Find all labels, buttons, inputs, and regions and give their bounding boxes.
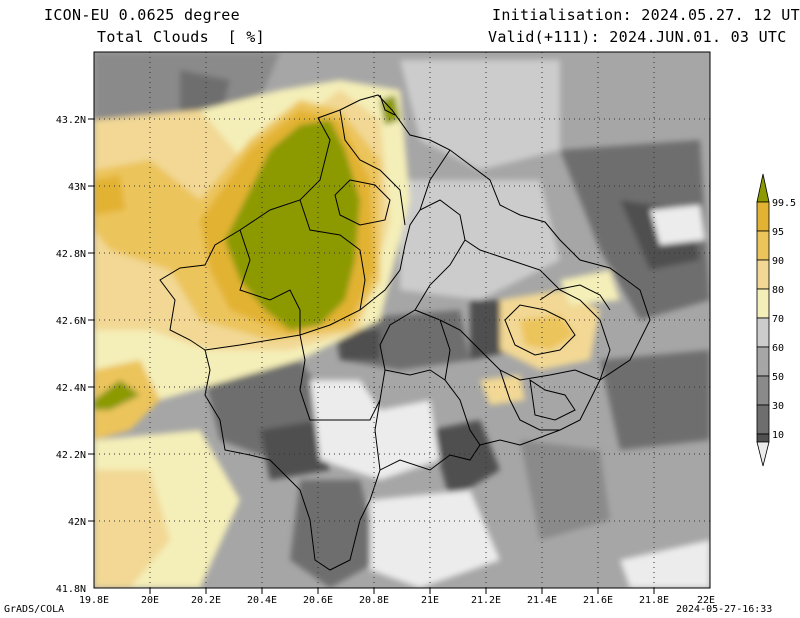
colorbar-label: 50 <box>772 372 784 383</box>
lon-tick-label: 20.6E <box>303 595 333 606</box>
lon-tick-label: 20.4E <box>247 595 277 606</box>
lon-tick-label: 19.8E <box>79 595 109 606</box>
colorbar-label: 70 <box>772 314 784 325</box>
lon-tick-label: 22E <box>697 595 715 606</box>
colorbar-label: 30 <box>772 401 784 412</box>
colorbar-label: 95 <box>772 227 784 238</box>
lat-tick-label: 42.4N <box>56 383 86 394</box>
colorbar-label: 60 <box>772 343 784 354</box>
colorbar-label: 99.5 <box>772 198 796 209</box>
lon-axis: 19.8E 20E 20.2E 20.4E 20.6E 20.8E 21E 21… <box>79 588 715 606</box>
lon-tick-label: 21.8E <box>639 595 669 606</box>
colorbar-bottom-triangle <box>756 441 770 467</box>
borders <box>159 94 651 571</box>
colorbar-cell <box>756 404 770 435</box>
colorbar-label: 80 <box>772 285 784 296</box>
lat-tick-label: 43N <box>68 182 86 193</box>
lon-tick-label: 20E <box>141 595 159 606</box>
colorbar <box>756 173 770 467</box>
lon-tick-label: 21E <box>421 595 439 606</box>
lon-tick-label: 20.8E <box>359 595 389 606</box>
lon-tick-label: 21.4E <box>527 595 557 606</box>
colorbar-label: 10 <box>772 430 784 441</box>
render-timestamp: 2024-05-27-16:33 <box>676 604 773 615</box>
field-title: Total Clouds [ %] <box>97 28 265 46</box>
init-time: Initialisation: 2024.05.27. 12 UTC <box>492 6 800 24</box>
lon-tick-label: 20.2E <box>191 595 221 606</box>
colorbar-cell <box>756 375 770 406</box>
colorbar-label: 90 <box>772 256 784 267</box>
lat-axis: 43.2N 43N 42.8N 42.6N 42.4N 42.2N 42N 41… <box>56 115 94 595</box>
colorbar-cell <box>756 288 770 319</box>
colorbar-top-triangle <box>756 173 770 203</box>
model-title: ICON-EU 0.0625 degree <box>44 6 240 24</box>
cloud-field <box>94 52 710 588</box>
colorbar-labels: 99.5 95 90 80 70 60 50 30 10 <box>772 198 796 441</box>
valid-time: Valid(+111): 2024.JUN.01. 03 UTC <box>488 28 787 46</box>
lat-tick-label: 42.8N <box>56 249 86 260</box>
lat-tick-label: 42.6N <box>56 316 86 327</box>
lon-tick-label: 21.6E <box>583 595 613 606</box>
colorbar-cell <box>756 317 770 348</box>
lat-tick-label: 41.8N <box>56 584 86 595</box>
lon-tick-label: 21.2E <box>471 595 501 606</box>
software-credit: GrADS/COLA <box>4 604 65 615</box>
colorbar-cell <box>756 433 770 443</box>
colorbar-cell <box>756 346 770 377</box>
colorbar-cell <box>756 230 770 261</box>
colorbar-cell <box>756 201 770 232</box>
lat-tick-label: 42N <box>68 517 86 528</box>
lat-tick-label: 42.2N <box>56 450 86 461</box>
colorbar-cell <box>756 259 770 290</box>
lat-tick-label: 43.2N <box>56 115 86 126</box>
